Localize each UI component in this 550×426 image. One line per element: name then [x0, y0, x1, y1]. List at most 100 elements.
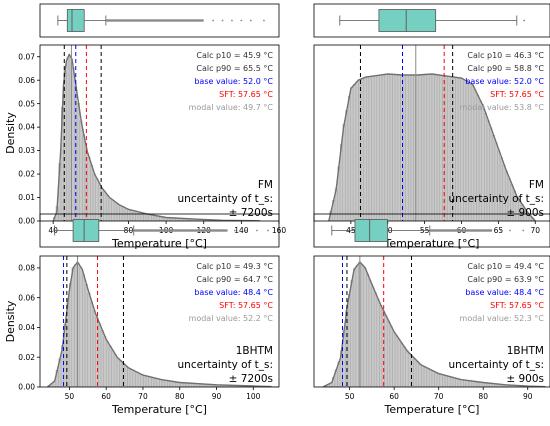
histogram-bar: [135, 371, 139, 387]
histogram-bar: [124, 208, 128, 221]
boxplot-outlier: [256, 229, 258, 232]
annotation-line: uncertainty of t_s:: [178, 359, 273, 371]
legend-entry: Calc p10 = 49.3 °C: [196, 262, 273, 271]
histogram-bar: [431, 74, 435, 221]
x-tick-label: 70: [138, 392, 148, 401]
histogram-bar: [95, 178, 99, 221]
axes-frame: [39, 44, 280, 222]
y-tick-label: 0.02: [18, 170, 35, 179]
histogram-bar: [151, 214, 155, 221]
legend-entry: Calc p90 = 64.7 °C: [196, 275, 273, 284]
legend-entry: SFT: 57.65 °C: [219, 301, 273, 310]
legend-entry: Calc p90 = 63.9 °C: [467, 275, 544, 284]
histogram-bar: [98, 183, 101, 221]
legend: Calc p10 = 46.3 °C Calc p90 = 58.8 °C base…: [460, 51, 545, 112]
histogram-bar: [460, 379, 464, 387]
x-tick-label: 60: [101, 392, 111, 401]
x-tick-label: 80: [478, 392, 488, 401]
histogram-bar: [164, 380, 168, 387]
histogram-bar: [363, 77, 367, 221]
histogram-bar: [79, 267, 83, 387]
annotation-line: FM: [529, 179, 544, 191]
histogram-bar: [116, 358, 120, 387]
legend-entry: Calc p90 = 58.8 °C: [467, 64, 544, 73]
histogram-bar: [452, 377, 456, 387]
y-tick-label: 0.07: [18, 52, 35, 61]
annotation-line: ± 900s: [506, 207, 544, 219]
histogram-bar: [395, 335, 398, 387]
chart-panel-4: 50 60 70 80 90 Temperature [°C] Calc p10 = 49.…: [313, 213, 550, 416]
annotation: FM uncertainty of t_s: ± 7200s: [178, 179, 273, 219]
annotation-line: ± 900s: [506, 373, 544, 385]
histogram-bar: [350, 280, 354, 387]
histogram-bar: [379, 305, 383, 387]
boxplot-box: [66, 9, 85, 32]
legend-entry: Calc p90 = 65.5 °C: [196, 64, 273, 73]
histogram-bar: [382, 74, 385, 221]
boxplot-outlier: [231, 19, 233, 22]
x-axis-label: Temperature [°C]: [111, 237, 207, 250]
boxplot-outlier: [522, 229, 525, 232]
histogram-bar: [400, 342, 404, 387]
histogram-bar: [408, 74, 411, 221]
histogram-bar: [439, 75, 443, 221]
annotation: 1BHTM uncertainty of t_s: ± 7200s: [178, 345, 273, 385]
annotation-line: ± 7200s: [229, 373, 273, 385]
histogram-bar: [439, 374, 443, 387]
histogram-bar: [429, 73, 432, 221]
histogram-bar: [90, 165, 93, 221]
boxplot-outlier: [500, 229, 502, 232]
x-axis: 50 60 70 80 90 Temperature [°C]: [345, 387, 533, 416]
histogram-bar: [465, 380, 469, 387]
histogram-bar: [148, 214, 152, 221]
histogram-bar: [497, 149, 501, 221]
histogram-bar: [366, 76, 369, 221]
histogram-bar: [444, 375, 448, 387]
histogram-bar: [82, 274, 85, 387]
y-tick-label: 0.04: [18, 323, 35, 332]
plot-area: [52, 45, 261, 221]
histogram-bar: [114, 201, 117, 221]
plot-area: [328, 45, 536, 221]
annotation-line: FM: [258, 179, 273, 191]
legend-entry: Calc p10 = 49.4 °C: [467, 262, 544, 271]
boxplot-outlier: [249, 19, 252, 22]
histogram-bar: [416, 361, 419, 387]
histogram-bar: [106, 194, 109, 221]
histogram-bar: [374, 75, 377, 221]
histogram-bar: [119, 205, 123, 221]
histogram-bar: [397, 74, 401, 221]
legend-entry: Calc p10 = 45.9 °C: [196, 51, 273, 60]
histogram-bar: [87, 156, 91, 221]
annotation-line: uncertainty of t_s:: [178, 193, 273, 205]
histogram-bar: [90, 301, 93, 387]
histogram-bar: [92, 310, 96, 387]
histogram-bar: [132, 370, 136, 387]
plot-area: [322, 256, 546, 387]
histogram-bar: [156, 378, 160, 387]
histogram-bar: [143, 375, 147, 387]
histogram-bar: [108, 197, 112, 221]
legend-entry: Calc p10 = 46.3 °C: [467, 51, 544, 60]
axes-frame: [39, 255, 280, 388]
kde-curve: [46, 261, 272, 387]
histogram-axes: 50 60 70 80 90 Temperature [°C] Calc p10 = 49.…: [313, 255, 550, 416]
histogram-bar: [140, 374, 144, 387]
histogram-bar: [397, 339, 401, 387]
legend-entry: modal value: 52.2 °C: [189, 314, 274, 323]
histogram-bar: [87, 292, 91, 387]
boxplot: [54, 219, 269, 242]
histogram-bar: [442, 374, 445, 387]
histogram-bar: [77, 103, 80, 221]
x-axis-label: Temperature [°C]: [384, 403, 480, 416]
histogram-bar: [384, 315, 388, 387]
legend: Calc p10 = 49.3 °C Calc p90 = 64.7 °C base…: [189, 262, 274, 323]
kde-curve: [322, 261, 546, 387]
chart-panel-2: 455055606570Temperature [°C]Calc p10 = 4…: [313, 3, 550, 250]
y-tick-label: 0.04: [18, 123, 35, 132]
y-axis: 0.00 0.02 0.04 0.06 0.08 Density: [4, 264, 40, 392]
x-tick-label: 90: [212, 392, 222, 401]
histogram-bar: [416, 74, 419, 221]
